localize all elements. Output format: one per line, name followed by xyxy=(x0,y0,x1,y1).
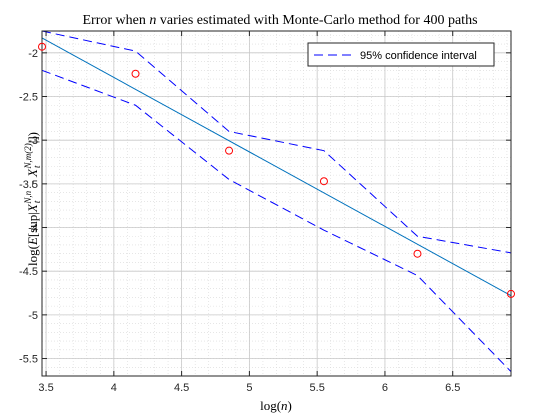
y-tick-label: -5 xyxy=(28,310,38,322)
ylabel-part: log( xyxy=(25,245,40,266)
fit-line xyxy=(42,37,511,297)
y-tick-label: -5.5 xyxy=(19,354,38,366)
x-tick-label: 6.5 xyxy=(445,382,460,394)
y-tick-label: -2.5 xyxy=(19,92,38,104)
confidence-bound-line xyxy=(42,31,511,254)
title-part: varies estimated with Monte-Carlo method… xyxy=(156,13,477,28)
x-tick-label: 5.5 xyxy=(310,382,325,394)
legend-box xyxy=(307,42,495,67)
series-layer xyxy=(42,31,511,372)
plot-frame xyxy=(41,30,512,377)
ylabel-x: X xyxy=(25,203,40,213)
ylabel-sup: N,m(2) xyxy=(23,143,33,169)
y-tick-label: -4.5 xyxy=(19,266,38,278)
data-point xyxy=(413,249,422,258)
ylabel-e: E xyxy=(25,237,40,246)
x-tick-label: 6 xyxy=(382,382,388,394)
ylabel-sup: N,n xyxy=(23,190,33,204)
ticks: 3.5 4 4.5 5 5.5 6 6.5 -2 -2.5 -3 -3.5 -4 -4.5 -5 -5.5 xyxy=(19,31,511,394)
y-tick-label: -2 xyxy=(28,48,38,60)
ylabel-part: |]) xyxy=(25,132,40,143)
title-n: n xyxy=(149,13,156,28)
y-tick-label: -3 xyxy=(28,135,38,147)
ylabel-sub: t xyxy=(32,165,42,168)
x-tick-label: 3.5 xyxy=(38,382,53,394)
legend: 95% confidence interval xyxy=(307,42,495,67)
title-part: Error when xyxy=(82,13,149,28)
ylabel-x: X xyxy=(25,168,40,178)
y-axis-label: log(E[sup|XtN,n − XtN,m(2)|]) xyxy=(23,132,42,266)
xlabel-n: n xyxy=(281,398,288,413)
ylabel-part: [sup| xyxy=(25,212,40,237)
xlabel-part: ) xyxy=(288,398,292,413)
legend-label: 95% confidence interval xyxy=(360,50,477,62)
x-tick-label: 4 xyxy=(111,382,117,394)
y-tick-label: -4 xyxy=(28,223,38,235)
chart-title: Error when n varies estimated with Monte… xyxy=(82,13,477,28)
ylabel-part: − xyxy=(25,177,40,191)
ylabel-sub: t xyxy=(32,200,42,203)
data-point xyxy=(131,69,140,78)
data-point xyxy=(319,177,328,186)
data-point xyxy=(38,42,46,51)
x-axis-label: log(n) xyxy=(260,398,292,413)
y-tick-label: -3.5 xyxy=(19,179,38,191)
x-tick-label: 5 xyxy=(246,382,252,394)
confidence-bound-line xyxy=(42,69,511,372)
data-point xyxy=(225,146,234,155)
minor-grid xyxy=(42,31,511,377)
xlabel-part: log( xyxy=(260,398,281,413)
x-tick-label: 4.5 xyxy=(174,382,189,394)
data-point xyxy=(507,289,515,298)
